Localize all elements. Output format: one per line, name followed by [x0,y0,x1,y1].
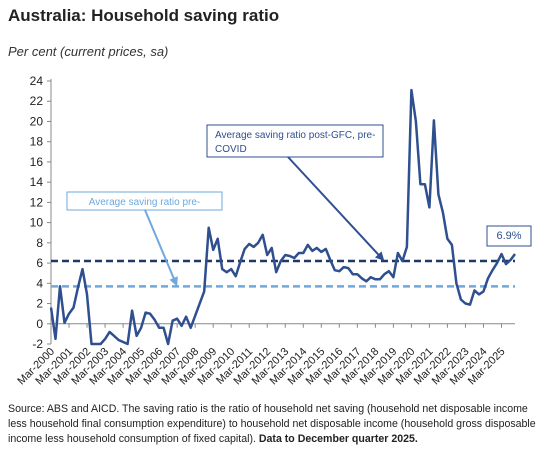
y-tick-label: 24 [30,74,44,88]
y-tick-label: 18 [30,135,44,149]
x-tick-labels: Mar-2000Mar-2001Mar-2002Mar-2003Mar-2004… [15,346,507,388]
chart-subtitle: Per cent (current prices, sa) [8,44,169,59]
y-tick-label: 12 [30,195,44,209]
data-note: Data to December quarter 2025. [258,433,418,445]
y-tick-label: -2 [32,337,43,351]
y-tick-label: 20 [30,114,44,128]
annotation-arrow-post-gfc [287,156,382,258]
annotations: Average saving ratio post-GFC, pre- COVID… [66,124,532,287]
source-note: Source: ABS and AICD. The saving ratio i… [8,402,538,447]
chart-title: Australia: Household saving ratio [8,6,280,25]
annotation-arrowhead-pre [169,276,178,287]
source-text: Source: ABS and AICD. The saving ratio i… [8,403,536,445]
y-tick-label: 22 [30,94,44,108]
series [49,88,516,346]
y-tick-label: 6 [36,256,43,270]
annotation-text-latest: 6.9% [496,230,521,242]
y-tick-label: 4 [36,276,43,290]
y-tick-label: 2 [36,297,43,311]
annotation-text-post-gfc: COVID [215,144,247,155]
annotation-text-pre: Average saving ratio pre- [89,197,201,208]
annotation-box-post-gfc [206,124,384,158]
y-tick-label: 8 [36,236,43,250]
series-line-0 [49,88,516,346]
y-tick-label: 14 [30,175,44,189]
axes [47,79,515,345]
annotation-arrow-pre [144,209,176,282]
y-tick-label: 10 [30,216,44,230]
annotation-text-post-gfc: Average saving ratio post-GFC, pre- [215,130,375,141]
annotation-box-latest [486,225,532,247]
y-tick-label: 0 [36,317,43,331]
annotation-box-pre [66,191,223,211]
y-tick-label: 16 [30,155,44,169]
reference-lines [51,259,515,288]
annotation-arrowhead-post-gfc [374,251,385,262]
